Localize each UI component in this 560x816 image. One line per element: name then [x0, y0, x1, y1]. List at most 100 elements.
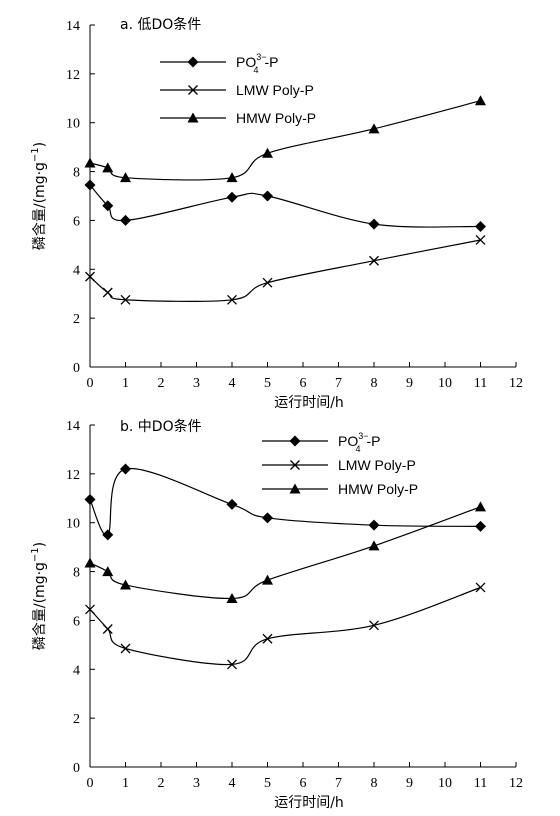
y-tick-label: 14 — [66, 419, 80, 434]
x-tick-label: 0 — [87, 376, 94, 391]
y-tick-label: 2 — [73, 712, 80, 727]
y-tick-label: 10 — [66, 117, 80, 132]
legend-label-sup: 3− — [358, 431, 368, 441]
x-tick-label: 11 — [474, 776, 487, 791]
panel-title: b. 中DO条件 — [120, 418, 202, 435]
legend-triangle-marker — [187, 112, 199, 123]
series-line — [89, 239, 481, 302]
y-axis-title-sup: −1 — [30, 147, 41, 162]
y-tick-label: 14 — [66, 19, 80, 34]
diamond-marker — [120, 463, 131, 475]
legend-label: PO3− 4 -P — [236, 52, 279, 75]
y-tick-label: 4 — [73, 263, 80, 278]
legend-diamond-marker — [187, 56, 199, 68]
triangle-marker — [120, 579, 131, 590]
y-tick-label: 10 — [66, 517, 80, 532]
y-axis-title-main: 磷含量/(mg·g — [32, 562, 48, 650]
x-tick-label: 6 — [300, 776, 307, 791]
x-tick-label: 12 — [509, 376, 523, 391]
legend-x-marker — [188, 85, 198, 95]
x-tick-label: 9 — [406, 776, 413, 791]
legend-label-main: LMW Poly-P — [338, 457, 416, 473]
series-x — [85, 235, 486, 305]
legend-label: HMW Poly-P — [338, 481, 418, 497]
legend-label-main: HMW Poly-P — [338, 481, 418, 497]
x-tick-label: 1 — [122, 776, 129, 791]
x-marker — [102, 287, 113, 298]
diamond-marker — [226, 498, 238, 510]
legend-label-sub: 4 — [254, 65, 259, 75]
series-triangle — [84, 95, 486, 183]
triangle-marker — [475, 95, 486, 106]
series-line — [89, 586, 481, 666]
triangle-marker — [368, 123, 380, 134]
y-tick-label: 0 — [73, 361, 80, 376]
x-marker — [120, 643, 131, 654]
x-tick-label: 6 — [300, 376, 307, 391]
series-diamond — [84, 463, 486, 541]
legend-label-rest: -P — [265, 54, 279, 70]
diamond-marker — [120, 214, 131, 226]
x-tick-label: 2 — [158, 776, 165, 791]
series-line — [89, 467, 481, 536]
y-axis-title-end: ) — [32, 542, 48, 547]
y-axis-title-main: 磷含量/(mg·g — [32, 162, 48, 250]
x-marker — [475, 235, 486, 245]
legend-label: PO3− 4 -P — [338, 431, 381, 454]
x-tick-label: 10 — [438, 776, 452, 791]
x-tick-label: 10 — [438, 376, 452, 391]
x-marker — [475, 582, 486, 593]
triangle-marker — [262, 147, 273, 158]
x-tick-label: 7 — [335, 376, 342, 391]
triangle-marker — [226, 172, 238, 183]
x-marker — [227, 294, 237, 305]
diamond-marker — [262, 512, 273, 524]
y-tick-label: 8 — [73, 166, 80, 181]
x-tick-label: 1 — [122, 376, 129, 391]
legend-label-main: PO — [338, 433, 358, 449]
x-marker — [262, 633, 273, 644]
legend-x-marker — [290, 460, 300, 470]
series-line — [89, 506, 481, 600]
legend-diamond-marker — [289, 435, 301, 447]
x-marker — [85, 604, 95, 615]
x-tick-label: 4 — [229, 776, 236, 791]
panel-title: a. 低DO条件 — [120, 16, 201, 33]
x-tick-label: 9 — [406, 376, 413, 391]
triangle-marker — [102, 566, 114, 577]
y-tick-label: 2 — [73, 312, 80, 327]
legend-label-main: PO — [236, 54, 256, 70]
y-tick-label: 0 — [73, 761, 80, 776]
x-tick-label: 5 — [264, 376, 271, 391]
y-axis-title: 磷含量/(mg·g−1) — [30, 142, 48, 250]
series-line — [89, 184, 481, 228]
x-tick-label: 4 — [229, 376, 236, 391]
x-tick-label: 12 — [509, 776, 523, 791]
series-x — [85, 582, 486, 670]
y-axis-title: 磷含量/(mg·g−1) — [30, 542, 48, 650]
x-marker — [85, 271, 95, 282]
triangle-marker — [226, 592, 238, 603]
x-tick-label: 11 — [474, 376, 487, 391]
legend-label-main: HMW Poly-P — [236, 110, 316, 126]
x-marker — [369, 255, 379, 266]
series-triangle — [84, 501, 486, 603]
legend-label: HMW Poly-P — [236, 110, 316, 126]
legend: PO3− 4 -P LMW Poly-P HMW Poly-P — [262, 431, 418, 497]
x-marker — [120, 294, 131, 305]
x-tick-label: 3 — [193, 776, 200, 791]
triangle-marker — [368, 540, 380, 551]
x-marker — [262, 277, 273, 288]
y-tick-label: 8 — [73, 566, 80, 581]
legend-label: LMW Poly-P — [236, 82, 314, 98]
x-tick-label: 0 — [87, 776, 94, 791]
legend-label-rest: -P — [367, 433, 381, 449]
legend: PO3− 4 -P LMW Poly-P HMW Poly-P — [160, 52, 316, 126]
diamond-marker — [475, 520, 486, 532]
diamond-marker — [262, 190, 273, 202]
diamond-marker — [102, 200, 114, 212]
y-tick-label: 4 — [73, 663, 80, 678]
